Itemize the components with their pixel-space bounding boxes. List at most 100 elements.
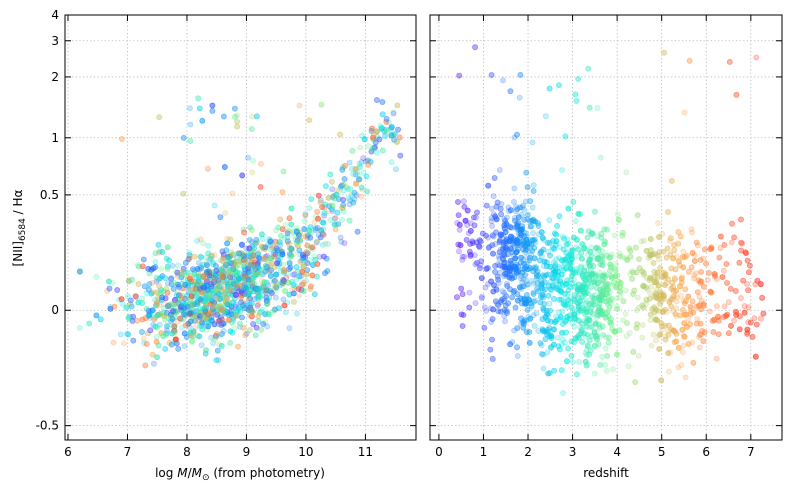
right-point <box>703 260 709 267</box>
right-point <box>602 345 609 352</box>
right-point <box>657 265 663 271</box>
right-point <box>728 322 734 329</box>
left-point <box>186 323 193 330</box>
left-point <box>221 306 228 313</box>
left-point <box>273 227 279 234</box>
right-point <box>529 204 536 211</box>
left-point <box>308 196 315 202</box>
right-point <box>672 328 679 335</box>
right-point <box>483 232 489 239</box>
left-point <box>255 313 262 319</box>
left-point <box>139 295 145 302</box>
left-point <box>337 234 344 241</box>
left-point <box>242 257 249 264</box>
right-point <box>554 222 560 229</box>
left-point <box>188 293 195 299</box>
left-point <box>215 311 221 317</box>
left-point <box>256 255 263 262</box>
left-point <box>205 250 212 257</box>
right-point <box>478 258 485 264</box>
left-point <box>220 320 227 327</box>
right-point <box>514 206 521 213</box>
left-point <box>114 287 121 293</box>
left-point <box>216 304 223 311</box>
left-point <box>297 236 304 243</box>
left-point <box>194 299 201 305</box>
left-point <box>159 273 166 279</box>
left-point <box>157 290 164 297</box>
left-point <box>346 217 353 224</box>
right-point <box>551 326 557 333</box>
left-point <box>273 245 280 252</box>
left-point <box>217 272 223 279</box>
left-point <box>250 321 256 327</box>
left-point <box>277 281 284 288</box>
right-point <box>672 266 679 273</box>
left-point <box>180 134 187 141</box>
left-point <box>381 128 388 135</box>
left-point <box>203 280 209 287</box>
right-point <box>514 325 521 331</box>
left-point <box>156 302 162 309</box>
right-point <box>549 274 556 281</box>
left-point <box>277 242 283 249</box>
right-point <box>729 220 735 227</box>
left-point <box>321 209 328 216</box>
left-point <box>256 266 263 273</box>
left-point <box>237 320 243 327</box>
left-point <box>201 314 208 321</box>
left-point <box>320 219 327 226</box>
left-point <box>306 205 313 211</box>
left-point <box>215 277 222 284</box>
right-point <box>680 306 686 313</box>
left-point <box>143 340 150 347</box>
right-point <box>664 245 671 252</box>
right-point <box>699 328 705 334</box>
left-point <box>209 269 216 276</box>
left-point <box>243 280 250 287</box>
right-point <box>565 205 572 212</box>
right-point <box>511 287 518 294</box>
left-point <box>360 169 367 176</box>
left-point <box>158 287 164 293</box>
right-point <box>471 222 478 229</box>
left-point <box>251 280 257 287</box>
left-point <box>214 308 221 315</box>
left-point <box>257 184 264 190</box>
left-point <box>217 296 224 302</box>
right-point <box>530 230 536 236</box>
left-point <box>302 212 309 219</box>
left-point <box>200 273 207 280</box>
left-point <box>206 256 213 263</box>
left-point <box>179 299 186 306</box>
right-point <box>586 104 593 111</box>
left-point <box>290 281 297 288</box>
right-point <box>715 331 722 337</box>
right-point <box>607 319 614 325</box>
left-point <box>220 254 227 261</box>
left-point <box>216 269 223 276</box>
right-point <box>633 244 639 251</box>
left-point <box>233 291 239 298</box>
left-point <box>228 278 235 284</box>
left-point <box>304 250 311 256</box>
left-point <box>243 270 250 276</box>
left-point <box>261 287 268 294</box>
left-point <box>311 291 318 298</box>
left-point <box>388 159 395 165</box>
left-point <box>246 245 253 252</box>
left-point <box>256 285 263 292</box>
left-point <box>148 290 155 297</box>
left-point <box>176 283 182 290</box>
right-point <box>630 269 636 276</box>
left-point <box>364 188 371 195</box>
left-point <box>195 280 202 286</box>
left-point <box>171 329 178 336</box>
left-point <box>162 345 169 352</box>
left-point <box>252 267 258 274</box>
right-point <box>613 294 620 301</box>
left-point <box>213 357 220 364</box>
left-point <box>188 306 195 313</box>
left-point <box>129 317 136 324</box>
left-point <box>289 246 295 252</box>
